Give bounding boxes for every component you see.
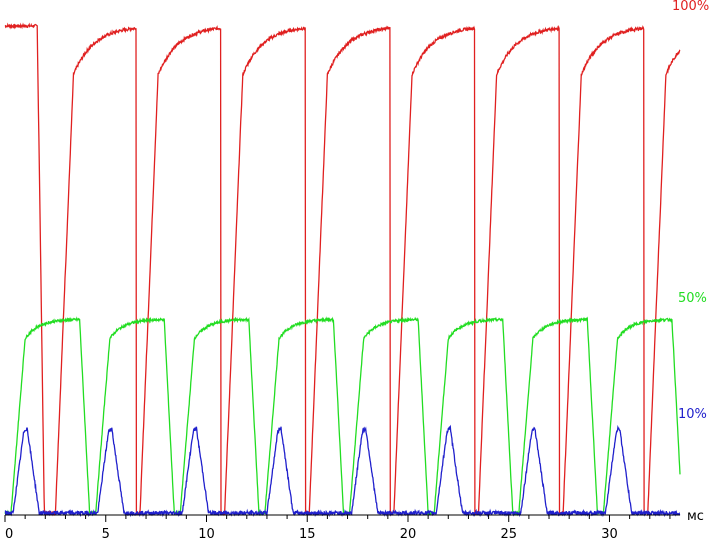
x-ticks: 0 5 10 15 20 25 30 xyxy=(4,515,671,542)
series-line xyxy=(4,316,681,517)
x-tick-label: 15 xyxy=(299,527,316,542)
series-line xyxy=(4,424,681,518)
plot-lines xyxy=(4,22,681,518)
series-label: 50% xyxy=(678,291,707,306)
series-label: 100% xyxy=(672,0,709,14)
series-labels: 100% 50% 10% xyxy=(672,0,709,422)
x-tick-label: 20 xyxy=(400,527,417,542)
series-line xyxy=(4,22,681,517)
x-tick-label: 5 xyxy=(102,527,110,542)
x-unit-label: мс xyxy=(687,509,704,524)
x-tick-label: 0 xyxy=(5,527,13,542)
series-label: 10% xyxy=(678,407,707,422)
x-tick-label: 25 xyxy=(500,527,517,542)
x-tick-label: 10 xyxy=(198,527,215,542)
x-tick-label: 30 xyxy=(601,527,618,542)
